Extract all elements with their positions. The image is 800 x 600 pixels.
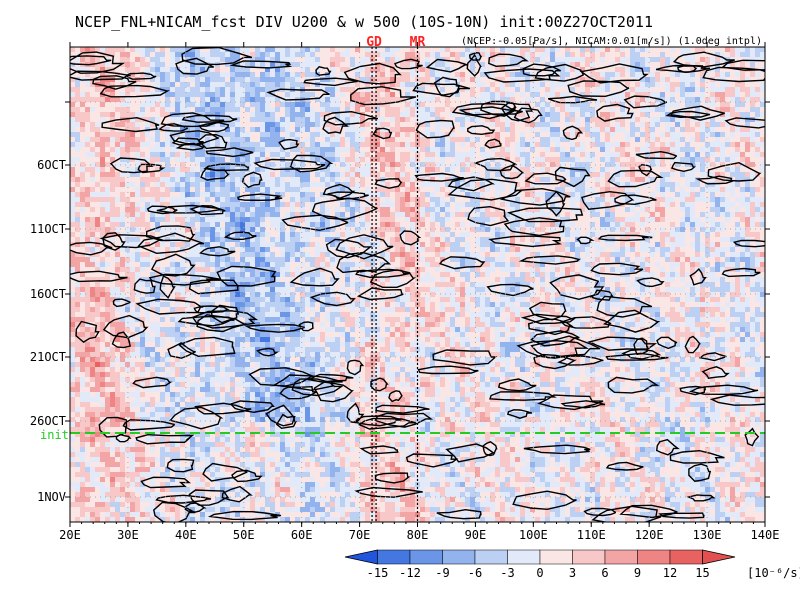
colorbar-segment [409, 549, 443, 565]
x-axis: 20E 30E 40E 50E 60E 70E 80E 90E 100E 110E 120E 130E… [59, 42, 779, 542]
colorbar-tick-label: 9 [634, 566, 641, 580]
colorbar-segment [604, 549, 638, 565]
colorbar-segment [507, 549, 541, 565]
x-tick-label: 20E [59, 528, 81, 542]
x-tick-label: 70E [349, 528, 371, 542]
x-tick-label: 140E [751, 528, 780, 542]
colorbar-tick-label: 15 [695, 566, 709, 580]
x-tick-label: 130E [693, 528, 722, 542]
colorbar-segment [474, 549, 508, 565]
colorbar: -15 -12 -9 -6 -3 0 3 6 9 12 15 [10⁻⁶/s] [344, 549, 800, 580]
chart-title: NCEP_FNL+NICAM_fcst DIV U200 & w 500 (10… [75, 13, 653, 31]
y-tick-label: 26OCT [30, 414, 66, 428]
colorbar-tick-label: 12 [663, 566, 677, 580]
marker-label-gd: GD [366, 35, 382, 50]
colorbar-tick-label: -15 [367, 566, 389, 580]
colorbar-segment [377, 549, 411, 565]
location-markers: GD MR [366, 35, 425, 522]
colorbar-tick-label: 6 [601, 566, 608, 580]
x-tick-label: 100E [519, 528, 548, 542]
colorbar-segment [637, 549, 671, 565]
y-tick-label: 21OCT [30, 350, 66, 364]
init-label: init [40, 428, 69, 442]
colorbar-segment [669, 549, 703, 565]
x-tick-label: 90E [465, 528, 487, 542]
x-tick-label: 60E [291, 528, 313, 542]
x-tick-label: 110E [577, 528, 606, 542]
y-tick-label: 6OCT [37, 158, 66, 172]
x-tick-label: 40E [175, 528, 197, 542]
colorbar-tick-label: -12 [399, 566, 421, 580]
colorbar-unit: [10⁻⁶/s] [747, 566, 800, 580]
x-tick-label: 50E [233, 528, 255, 542]
x-tick-label: 30E [117, 528, 139, 542]
x-tick-label: 80E [407, 528, 429, 542]
chart-subtitle: (NCEP:-0.05[Pa/s], NICAM:0.01[m/s]) (1.0… [461, 36, 762, 47]
colorbar-segment [442, 549, 476, 565]
colorbar-segment [702, 549, 736, 565]
colorbar-tick-label: -6 [468, 566, 482, 580]
colorbar-tick-label: 0 [536, 566, 543, 580]
init-line: init [40, 428, 765, 442]
colorbar-tick-label: 3 [569, 566, 576, 580]
colorbar-segment [539, 549, 573, 565]
x-tick-label: 120E [635, 528, 664, 542]
y-axis: 6OCT 11OCT 16OCT 21OCT 26OCT 1NOV [30, 101, 770, 504]
y-tick-label: 16OCT [30, 287, 66, 301]
y-tick-label: 1NOV [37, 490, 66, 504]
contour-lines [70, 47, 765, 522]
y-tick-label: 11OCT [30, 222, 66, 236]
colorbar-segment [344, 549, 378, 565]
colorbar-tick-label: -9 [435, 566, 449, 580]
colorbar-segment [572, 549, 606, 565]
gridlines [70, 47, 765, 522]
colorbar-tick-label: -3 [500, 566, 514, 580]
